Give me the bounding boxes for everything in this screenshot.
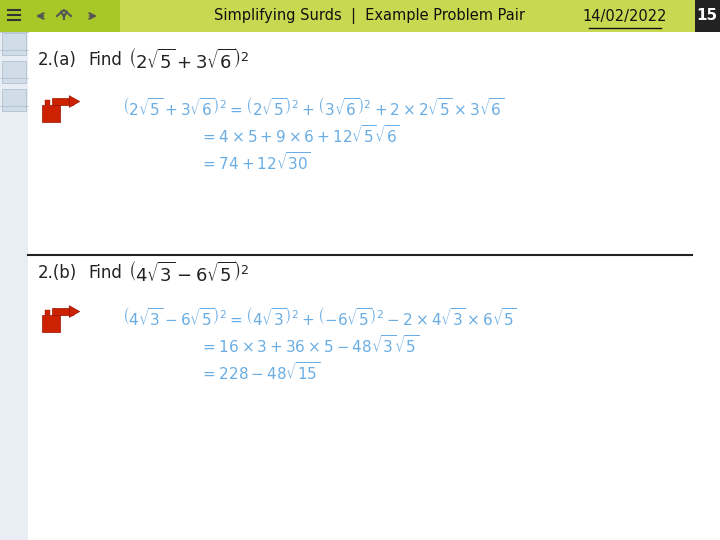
Polygon shape xyxy=(69,96,80,107)
Text: 2.(b): 2.(b) xyxy=(38,264,77,282)
FancyBboxPatch shape xyxy=(28,32,719,540)
Text: 15: 15 xyxy=(696,9,717,24)
FancyBboxPatch shape xyxy=(0,0,120,32)
Text: Find: Find xyxy=(88,51,122,69)
Text: 14/02/2022: 14/02/2022 xyxy=(582,9,667,24)
Polygon shape xyxy=(53,98,73,105)
Polygon shape xyxy=(53,308,73,315)
Text: $=228-48\sqrt{15}$: $=228-48\sqrt{15}$ xyxy=(200,361,320,383)
Text: 2.(a): 2.(a) xyxy=(38,51,77,69)
Text: $\left(4\sqrt{3}-6\sqrt{5}\right)^{2}$: $\left(4\sqrt{3}-6\sqrt{5}\right)^{2}$ xyxy=(128,260,249,286)
Text: Simplifying Surds  |  Example Problem Pair: Simplifying Surds | Example Problem Pair xyxy=(215,8,526,24)
Text: $\left(2\sqrt{5}+3\sqrt{6}\right)^{2}=\left(2\sqrt{5}\right)^{2}+\left(3\sqrt{6}: $\left(2\sqrt{5}+3\sqrt{6}\right)^{2}=\l… xyxy=(122,97,504,119)
Text: Find: Find xyxy=(88,264,122,282)
Polygon shape xyxy=(42,105,60,122)
Polygon shape xyxy=(45,99,50,105)
FancyBboxPatch shape xyxy=(695,0,719,32)
FancyBboxPatch shape xyxy=(2,89,26,111)
Text: $\left(2\sqrt{5}+3\sqrt{6}\right)^{2}$: $\left(2\sqrt{5}+3\sqrt{6}\right)^{2}$ xyxy=(128,48,249,72)
Text: $=74+12\sqrt{30}$: $=74+12\sqrt{30}$ xyxy=(200,151,311,173)
FancyBboxPatch shape xyxy=(2,33,26,55)
FancyBboxPatch shape xyxy=(0,0,719,32)
Text: $=16\times3+36\times5-48\sqrt{3}\sqrt{5}$: $=16\times3+36\times5-48\sqrt{3}\sqrt{5}… xyxy=(200,334,419,356)
Polygon shape xyxy=(42,315,60,332)
FancyBboxPatch shape xyxy=(2,61,26,83)
Text: $\left(4\sqrt{3}-6\sqrt{5}\right)^{2}=\left(4\sqrt{3}\right)^{2}+\left(-6\sqrt{5: $\left(4\sqrt{3}-6\sqrt{5}\right)^{2}=\l… xyxy=(122,307,517,329)
Text: $=4\times5+9\times6+12\sqrt{5}\sqrt{6}$: $=4\times5+9\times6+12\sqrt{5}\sqrt{6}$ xyxy=(200,124,400,146)
Polygon shape xyxy=(45,309,50,315)
Polygon shape xyxy=(69,306,80,318)
